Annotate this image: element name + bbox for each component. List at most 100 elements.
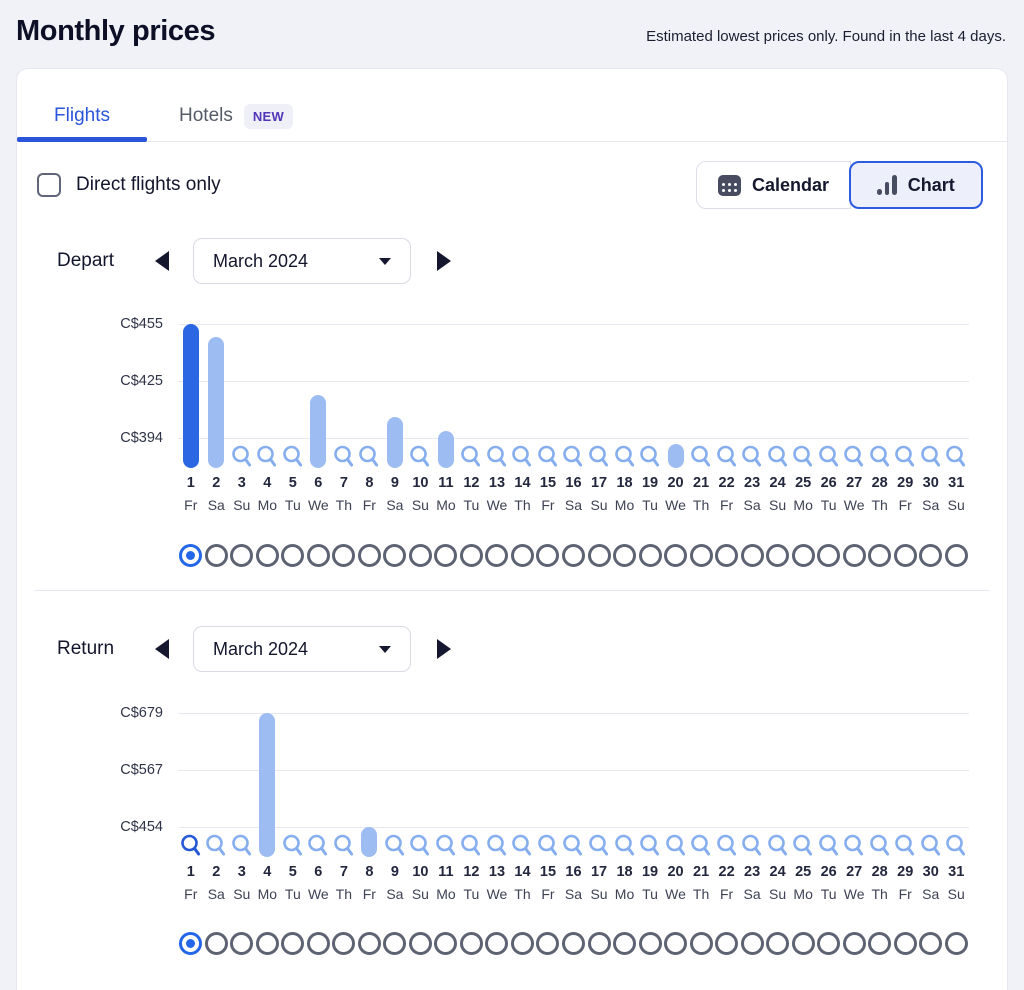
return-day-20-column[interactable] <box>663 713 689 857</box>
depart-day-radio-27[interactable] <box>842 544 866 567</box>
return-day-radio-10[interactable] <box>408 932 432 955</box>
return-day-30-column[interactable] <box>918 713 944 857</box>
return-day-radio-25[interactable] <box>791 932 815 955</box>
depart-day-27-column[interactable] <box>841 324 867 468</box>
direct-flights-toggle[interactable]: Direct flights only <box>37 173 221 197</box>
depart-day-radio-29[interactable] <box>893 544 917 567</box>
depart-day-radio-22[interactable] <box>715 544 739 567</box>
return-day-radio-9[interactable] <box>383 932 407 955</box>
depart-day-radio-5[interactable] <box>281 544 305 567</box>
return-day-29-column[interactable] <box>892 713 918 857</box>
return-day-7-column[interactable] <box>331 713 357 857</box>
return-day-radio-23[interactable] <box>740 932 764 955</box>
depart-day-23-column[interactable] <box>739 324 765 468</box>
return-day-16-column[interactable] <box>561 713 587 857</box>
depart-day-radio-14[interactable] <box>510 544 534 567</box>
return-day-25-column[interactable] <box>790 713 816 857</box>
depart-day-radio-10[interactable] <box>408 544 432 567</box>
depart-day-18-column[interactable] <box>612 324 638 468</box>
depart-day-radio-18[interactable] <box>613 544 637 567</box>
depart-day-8-column[interactable] <box>357 324 383 468</box>
depart-month-select[interactable]: March 2024 <box>193 238 411 284</box>
depart-day-radio-15[interactable] <box>536 544 560 567</box>
depart-day-radio-26[interactable] <box>817 544 841 567</box>
depart-day-radio-9[interactable] <box>383 544 407 567</box>
depart-day-31-column[interactable] <box>943 324 969 468</box>
return-day-radio-2[interactable] <box>204 932 228 955</box>
return-day-28-column[interactable] <box>867 713 893 857</box>
return-day-21-column[interactable] <box>688 713 714 857</box>
depart-day-16-column[interactable] <box>561 324 587 468</box>
return-day-12-column[interactable] <box>459 713 485 857</box>
depart-day-14-column[interactable] <box>510 324 536 468</box>
return-day-radio-20[interactable] <box>664 932 688 955</box>
return-day-22-column[interactable] <box>714 713 740 857</box>
return-day-17-column[interactable] <box>586 713 612 857</box>
return-day-radio-7[interactable] <box>332 932 356 955</box>
depart-day-9-column[interactable] <box>382 324 408 468</box>
return-day-5-column[interactable] <box>280 713 306 857</box>
return-prev-month-button[interactable] <box>155 639 169 659</box>
return-next-month-button[interactable] <box>437 639 451 659</box>
return-day-1-column[interactable] <box>178 713 204 857</box>
return-day-10-column[interactable] <box>408 713 434 857</box>
return-day-9-column[interactable] <box>382 713 408 857</box>
return-day-radio-3[interactable] <box>230 932 254 955</box>
depart-day-radio-17[interactable] <box>587 544 611 567</box>
depart-day-30-column[interactable] <box>918 324 944 468</box>
return-day-radio-24[interactable] <box>766 932 790 955</box>
return-day-18-column[interactable] <box>612 713 638 857</box>
depart-day-11-column[interactable] <box>433 324 459 468</box>
return-day-11-column[interactable] <box>433 713 459 857</box>
direct-flights-checkbox[interactable] <box>37 173 61 197</box>
tab-hotels[interactable]: Hotels NEW <box>179 103 294 129</box>
depart-day-radio-21[interactable] <box>689 544 713 567</box>
return-day-radio-28[interactable] <box>868 932 892 955</box>
depart-day-radio-30[interactable] <box>919 544 943 567</box>
return-month-select[interactable]: March 2024 <box>193 626 411 672</box>
depart-day-13-column[interactable] <box>484 324 510 468</box>
depart-day-radio-12[interactable] <box>459 544 483 567</box>
depart-day-radio-19[interactable] <box>638 544 662 567</box>
return-day-24-column[interactable] <box>765 713 791 857</box>
return-day-radio-17[interactable] <box>587 932 611 955</box>
return-day-radio-12[interactable] <box>459 932 483 955</box>
return-day-3-column[interactable] <box>229 713 255 857</box>
return-day-radio-14[interactable] <box>510 932 534 955</box>
return-day-radio-18[interactable] <box>613 932 637 955</box>
return-day-radio-31[interactable] <box>944 932 968 955</box>
return-day-radio-19[interactable] <box>638 932 662 955</box>
depart-day-6-column[interactable] <box>306 324 332 468</box>
depart-day-radio-13[interactable] <box>485 544 509 567</box>
depart-day-radio-28[interactable] <box>868 544 892 567</box>
return-day-radio-26[interactable] <box>817 932 841 955</box>
return-day-radio-5[interactable] <box>281 932 305 955</box>
return-day-6-column[interactable] <box>306 713 332 857</box>
depart-day-radio-4[interactable] <box>255 544 279 567</box>
return-day-radio-13[interactable] <box>485 932 509 955</box>
depart-day-radio-20[interactable] <box>664 544 688 567</box>
return-day-radio-30[interactable] <box>919 932 943 955</box>
return-day-radio-8[interactable] <box>357 932 381 955</box>
depart-day-radio-23[interactable] <box>740 544 764 567</box>
depart-day-20-column[interactable] <box>663 324 689 468</box>
depart-next-month-button[interactable] <box>437 251 451 271</box>
depart-day-7-column[interactable] <box>331 324 357 468</box>
return-day-radio-16[interactable] <box>561 932 585 955</box>
depart-day-28-column[interactable] <box>867 324 893 468</box>
return-day-23-column[interactable] <box>739 713 765 857</box>
return-day-radio-1[interactable] <box>179 932 203 955</box>
depart-day-21-column[interactable] <box>688 324 714 468</box>
depart-day-26-column[interactable] <box>816 324 842 468</box>
return-day-radio-22[interactable] <box>715 932 739 955</box>
depart-day-radio-16[interactable] <box>561 544 585 567</box>
return-day-19-column[interactable] <box>637 713 663 857</box>
depart-day-radio-1[interactable] <box>179 544 203 567</box>
return-day-radio-27[interactable] <box>842 932 866 955</box>
return-day-15-column[interactable] <box>535 713 561 857</box>
return-day-2-column[interactable] <box>204 713 230 857</box>
return-day-26-column[interactable] <box>816 713 842 857</box>
depart-day-12-column[interactable] <box>459 324 485 468</box>
depart-day-2-column[interactable] <box>204 324 230 468</box>
depart-day-3-column[interactable] <box>229 324 255 468</box>
